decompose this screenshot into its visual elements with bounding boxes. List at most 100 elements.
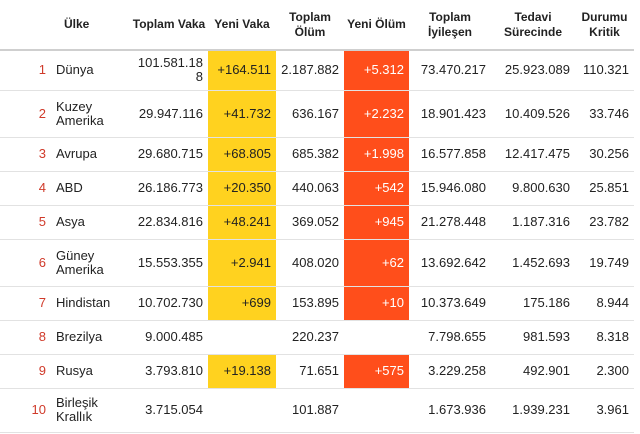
new-deaths-cell: +1.998: [344, 137, 409, 172]
rank-cell: 3: [0, 137, 50, 172]
rank-cell: 1: [0, 50, 50, 91]
total-recovered-cell: 3.229.258: [409, 354, 491, 389]
active-cell: 9.800.630: [491, 171, 575, 206]
table-row[interactable]: 2 Kuzey Amerika 29.947.116 +41.732 636.167 +2…: [0, 90, 634, 138]
total-deaths-cell: 101.887: [276, 388, 344, 433]
total-deaths-cell: 440.063: [276, 171, 344, 206]
new-cases-cell: +2.941: [208, 239, 276, 287]
total-cases-cell: 22.834.816: [130, 205, 208, 240]
critical-cell: 2.300: [575, 354, 634, 389]
column-header-total-recovered[interactable]: Toplam İyileşen: [409, 0, 491, 51]
rank-cell: 8: [0, 320, 50, 355]
critical-cell: 3.961: [575, 388, 634, 433]
critical-cell: 25.851: [575, 171, 634, 206]
rank-cell: 9: [0, 354, 50, 389]
total-cases-cell: 3.793.810: [130, 354, 208, 389]
active-cell: 10.409.526: [491, 90, 575, 138]
new-deaths-cell: +945: [344, 205, 409, 240]
total-deaths-cell: 220.237: [276, 320, 344, 355]
table-row[interactable]: 5 Asya 22.834.816 +48.241 369.052 +945 21.278.…: [0, 205, 634, 240]
rank-cell: 2: [0, 90, 50, 138]
critical-cell: 30.256: [575, 137, 634, 172]
new-cases-cell: +19.138: [208, 354, 276, 389]
total-deaths-cell: 685.382: [276, 137, 344, 172]
country-cell: Dünya: [50, 50, 130, 91]
new-deaths-cell: +62: [344, 239, 409, 287]
column-header-new-deaths[interactable]: Yeni Ölüm: [344, 0, 409, 51]
country-cell: Rusya: [50, 354, 130, 389]
new-cases-cell: +68.805: [208, 137, 276, 172]
total-cases-cell: 10.702.730: [130, 286, 208, 321]
total-deaths-cell: 153.895: [276, 286, 344, 321]
total-deaths-cell: 2.187.882: [276, 50, 344, 91]
column-header-critical[interactable]: Durumu Kritik: [575, 0, 634, 51]
table-row[interactable]: 10 Birleşik Krallık 3.715.054 101.887 1.673.…: [0, 388, 634, 433]
new-deaths-cell: +542: [344, 171, 409, 206]
total-cases-cell: 15.553.355: [130, 239, 208, 287]
rank-cell: 4: [0, 171, 50, 206]
total-cases-cell: 29.680.715: [130, 137, 208, 172]
active-cell: 12.417.475: [491, 137, 575, 172]
country-cell: Brezilya: [50, 320, 130, 355]
table-row[interactable]: 6 Güney Amerika 15.553.355 +2.941 408.020 +62…: [0, 239, 634, 287]
country-cell: Hindistan: [50, 286, 130, 321]
total-cases-cell: 101.581.188: [130, 50, 208, 91]
total-cases-cell: 29.947.116: [130, 90, 208, 138]
new-cases-cell: +48.241: [208, 205, 276, 240]
rank-cell: 6: [0, 239, 50, 287]
column-header-active[interactable]: Tedavi Sürecinde: [491, 0, 575, 51]
rank-cell: 5: [0, 205, 50, 240]
total-recovered-cell: 18.901.423: [409, 90, 491, 138]
table-row[interactable]: 1 Dünya 101.581.188 +164.511 2.187.882 +5.312…: [0, 50, 634, 91]
active-cell: 1.452.693: [491, 239, 575, 287]
total-recovered-cell: 15.946.080: [409, 171, 491, 206]
new-cases-cell: +20.350: [208, 171, 276, 206]
table-body: 1 Dünya 101.581.188 +164.511 2.187.882 +5.312…: [0, 50, 634, 433]
total-recovered-cell: 16.577.858: [409, 137, 491, 172]
new-deaths-cell: +2.232: [344, 90, 409, 138]
active-cell: 981.593: [491, 320, 575, 355]
critical-cell: 19.749: [575, 239, 634, 287]
critical-cell: 8.944: [575, 286, 634, 321]
new-cases-cell: +699: [208, 286, 276, 321]
total-recovered-cell: 1.673.936: [409, 388, 491, 433]
new-deaths-cell: +5.312: [344, 50, 409, 91]
table-header-row: Ülke Toplam Vaka Yeni Vaka Toplam Ölüm Y…: [0, 0, 634, 51]
total-recovered-cell: 73.470.217: [409, 50, 491, 91]
table-row[interactable]: 8 Brezilya 9.000.485 220.237 7.798.655 981.59…: [0, 320, 634, 355]
column-header-rank: [0, 0, 50, 51]
total-recovered-cell: 7.798.655: [409, 320, 491, 355]
critical-cell: 23.782: [575, 205, 634, 240]
new-cases-cell: [208, 388, 276, 433]
active-cell: 1.187.316: [491, 205, 575, 240]
total-deaths-cell: 369.052: [276, 205, 344, 240]
total-deaths-cell: 636.167: [276, 90, 344, 138]
country-cell: Avrupa: [50, 137, 130, 172]
rank-cell: 7: [0, 286, 50, 321]
total-deaths-cell: 71.651: [276, 354, 344, 389]
table-row[interactable]: 4 ABD 26.186.773 +20.350 440.063 +542 15.946.0…: [0, 171, 634, 206]
total-recovered-cell: 21.278.448: [409, 205, 491, 240]
column-header-total-cases[interactable]: Toplam Vaka: [130, 0, 208, 51]
table-row[interactable]: 3 Avrupa 29.680.715 +68.805 685.382 +1.998 16.…: [0, 137, 634, 172]
country-cell: Asya: [50, 205, 130, 240]
active-cell: 492.901: [491, 354, 575, 389]
column-header-new-cases[interactable]: Yeni Vaka: [208, 0, 276, 51]
new-cases-cell: [208, 320, 276, 355]
table-row[interactable]: 9 Rusya 3.793.810 +19.138 71.651 +575 3.229.25…: [0, 354, 634, 389]
country-cell: ABD: [50, 171, 130, 206]
table-row[interactable]: 7 Hindistan 10.702.730 +699 153.895 +10 10.373…: [0, 286, 634, 321]
country-cell: Güney Amerika: [50, 239, 130, 287]
total-cases-cell: 9.000.485: [130, 320, 208, 355]
column-header-total-deaths[interactable]: Toplam Ölüm: [276, 0, 344, 51]
country-cell: Kuzey Amerika: [50, 90, 130, 138]
active-cell: 175.186: [491, 286, 575, 321]
new-cases-cell: +41.732: [208, 90, 276, 138]
new-deaths-cell: [344, 320, 409, 355]
new-deaths-cell: +10: [344, 286, 409, 321]
new-deaths-cell: [344, 388, 409, 433]
column-header-country[interactable]: Ülke: [50, 0, 130, 51]
active-cell: 1.939.231: [491, 388, 575, 433]
